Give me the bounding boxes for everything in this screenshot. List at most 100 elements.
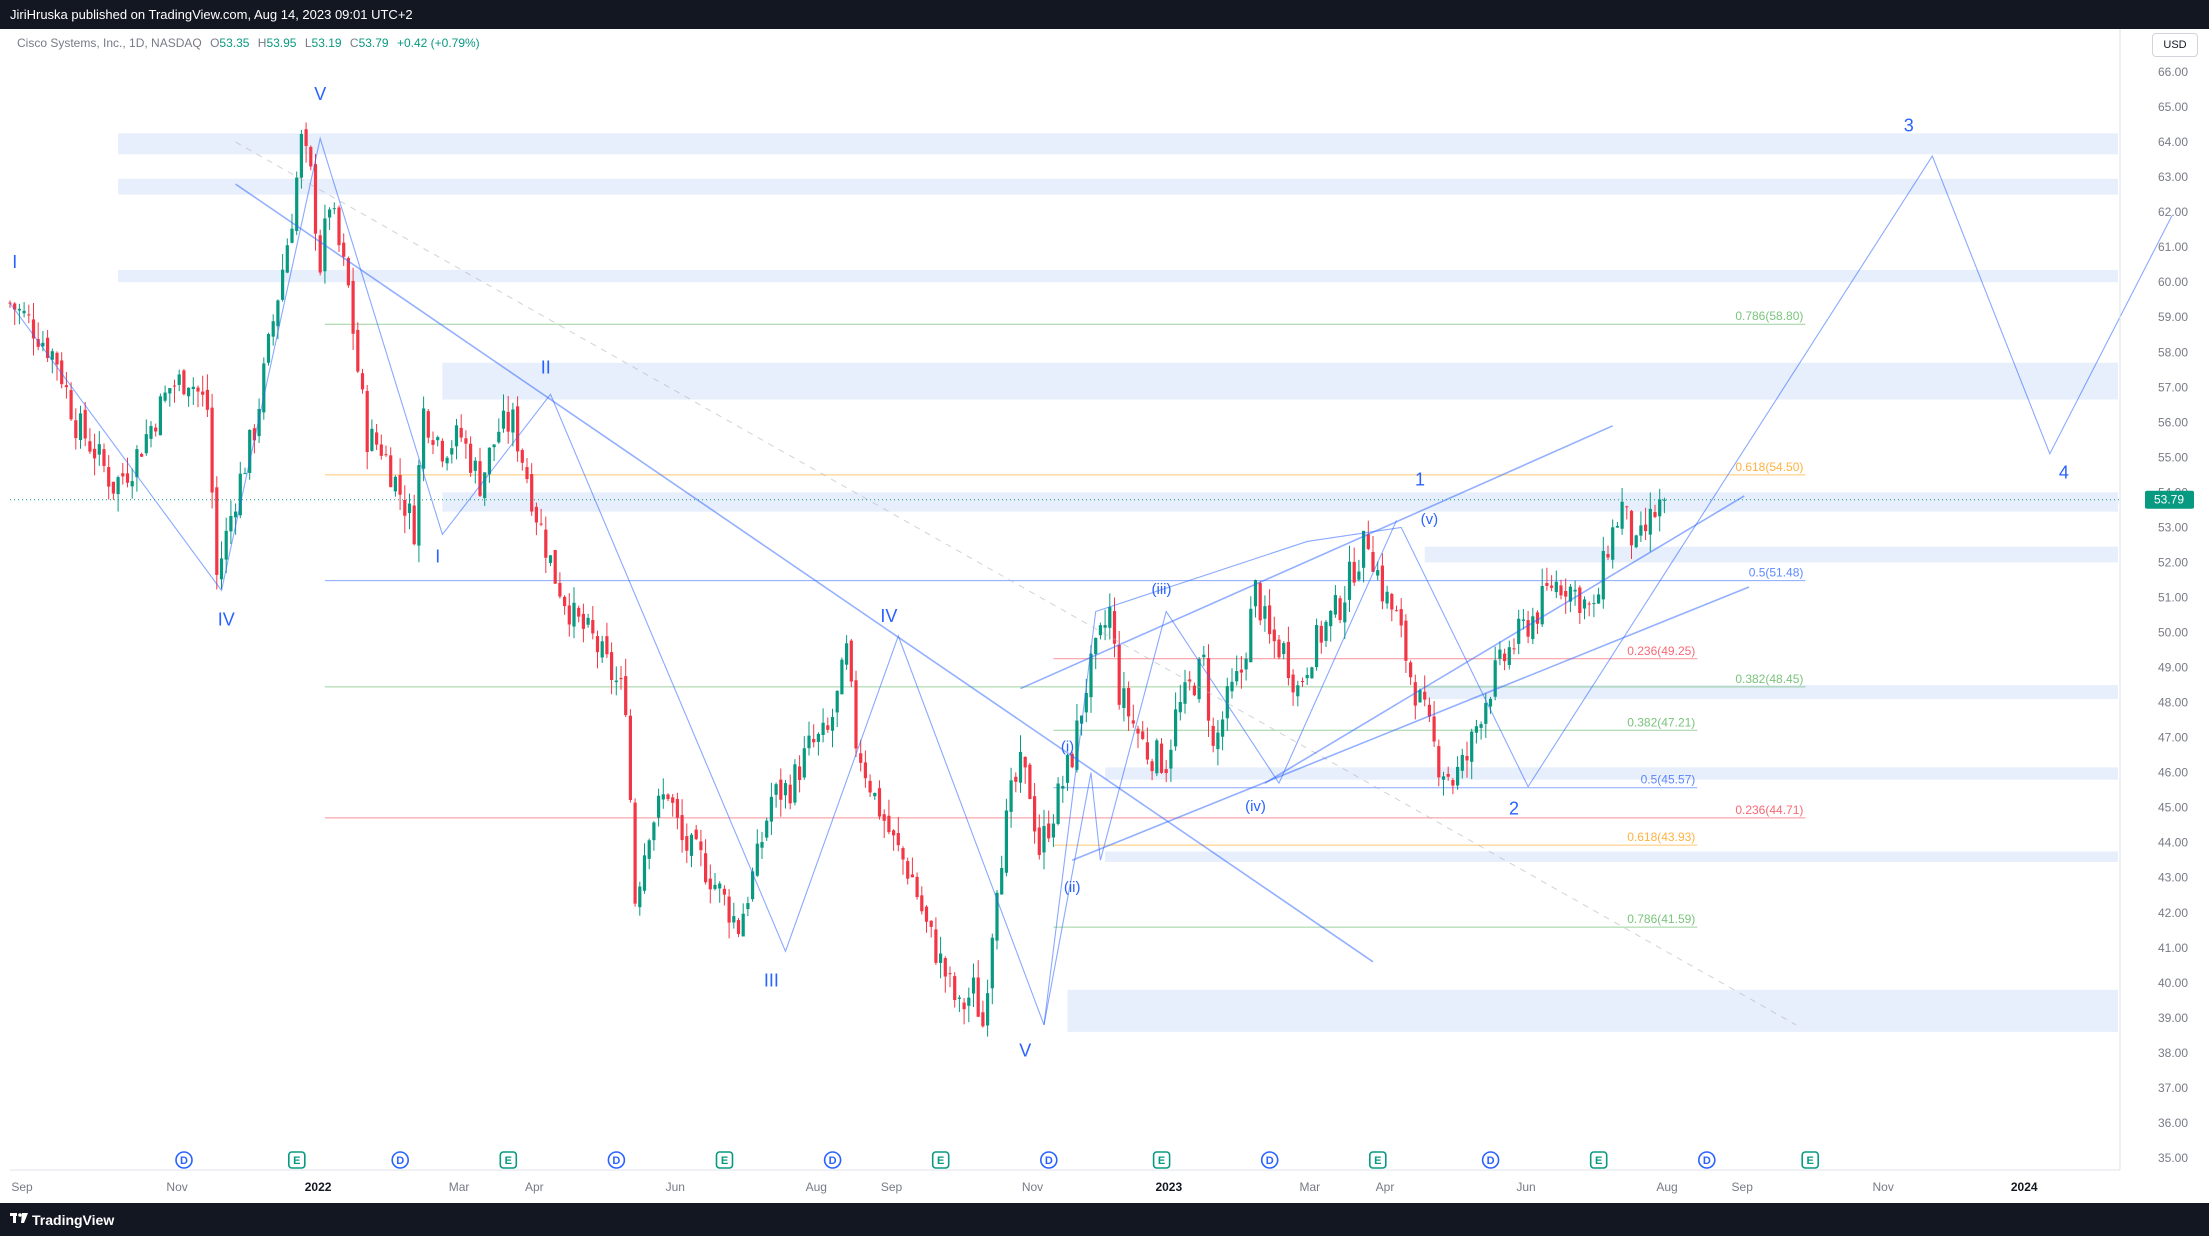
candle-body [337,207,341,246]
candle-body [163,392,167,401]
candle-body [990,937,994,989]
dividend-marker[interactable] [1698,1151,1716,1169]
candle-body [769,796,773,822]
price-tick-label: 53.00 [2158,520,2188,534]
earnings-marker[interactable] [1801,1151,1819,1169]
time-axis[interactable]: Sep Nov 2022 Mar Apr Jun Aug Sep Nov 2023 Mar Apr Ju… [10,1169,2120,1194]
candle-body [1601,550,1605,600]
candle-body [1192,685,1196,696]
candle-body [929,920,933,927]
dividend-marker[interactable] [823,1151,842,1169]
earnings-marker[interactable] [1369,1151,1387,1169]
candle-body [1061,786,1065,789]
fib-label: 0.382(48.45) [1735,672,1803,686]
earnings-marker[interactable] [287,1151,306,1169]
candle-body [1639,525,1643,536]
candle-body [666,794,670,799]
candle-body [74,420,78,439]
candle-body [1080,715,1084,724]
candle-body [1568,586,1572,602]
candle-body [210,407,214,493]
candle-body [708,878,712,890]
candle-body [1644,524,1648,532]
candle-body [262,363,266,413]
candle-body [1526,620,1530,637]
candle-body [1014,776,1018,782]
candle-body [398,475,402,495]
candle-body [191,386,195,390]
candle-body [1662,499,1666,501]
candle-body [1028,764,1032,800]
dividend-marker[interactable] [1260,1151,1279,1169]
candle-body [351,280,355,334]
candle-body [1141,731,1145,739]
earnings-marker[interactable] [715,1151,734,1169]
event-letter: E [1595,1155,1602,1167]
dividend-marker[interactable] [1040,1151,1058,1169]
candle-body [1070,753,1074,768]
wave-label: (ii) [1064,879,1081,896]
candle-body [172,385,177,387]
earnings-marker[interactable] [499,1151,518,1169]
candle-body [1437,746,1441,778]
dividend-marker[interactable] [175,1151,193,1169]
candle-body [417,465,421,546]
candle-body [553,550,557,584]
candle-body [981,1012,985,1027]
candle-body [840,659,844,695]
zone-band [118,178,2119,195]
price-tick-label: 41.00 [2158,941,2188,955]
event-letter: D [612,1155,620,1167]
price-tick-label: 37.00 [2158,1081,2188,1095]
candle-body [276,300,280,327]
price-tick-label: 65.00 [2158,100,2188,114]
price-tick-label: 52.00 [2158,555,2188,569]
candle-body [1404,620,1408,661]
candle-body [976,977,980,1017]
candle-body [614,680,618,683]
time-tick-label: Nov [1022,1180,1043,1194]
earnings-marker[interactable] [931,1151,950,1169]
candle-body [1648,508,1652,535]
candle-body [1460,754,1464,771]
zone-band [1067,989,2118,1032]
earnings-marker[interactable] [1589,1151,1608,1169]
candle-body [765,820,769,838]
candle-body [346,257,350,286]
candle-body [356,329,360,372]
candle-body [1225,686,1229,719]
candle-body [520,450,524,463]
candle-body [934,929,938,963]
candle-body [290,228,294,243]
price-tick-label: 56.00 [2158,415,2188,429]
symbol-name: Cisco Systems, Inc., 1D, NASDAQ [17,36,202,50]
candle-body [454,425,459,447]
candle-body [610,652,614,680]
price-tick-label: 48.00 [2158,696,2188,710]
candle-body [1343,602,1347,623]
candle-body [1009,780,1013,812]
footer-brand: TradingView [32,1212,115,1228]
dividend-marker[interactable] [391,1151,410,1169]
candle-body [1291,674,1295,693]
candle-body [149,426,153,439]
candle-body [1145,742,1149,760]
candle-body [1131,720,1135,724]
publisher-bar: JiriHruska published on TradingView.com,… [0,0,2209,29]
publisher-text: JiriHruska published on TradingView.com,… [10,7,413,22]
footer-bar: TradingView [0,1203,2209,1236]
dividend-marker[interactable] [607,1151,626,1169]
currency-button[interactable]: USD [2152,33,2198,57]
earnings-marker[interactable] [1152,1151,1171,1169]
candle-body [657,795,661,818]
candle-body [1183,682,1187,704]
candle-body [224,530,228,560]
price-axis[interactable]: 35.00 36.00 37.00 38.00 39.00 40.00 41.00 42.00… [2119,29,2194,1170]
candle-body [1112,611,1117,644]
candle-body [1582,599,1587,609]
time-tick-label: Nov [1873,1180,1894,1194]
dividend-marker[interactable] [1481,1151,1500,1169]
candle-body [910,874,914,878]
candle-body [530,474,534,512]
